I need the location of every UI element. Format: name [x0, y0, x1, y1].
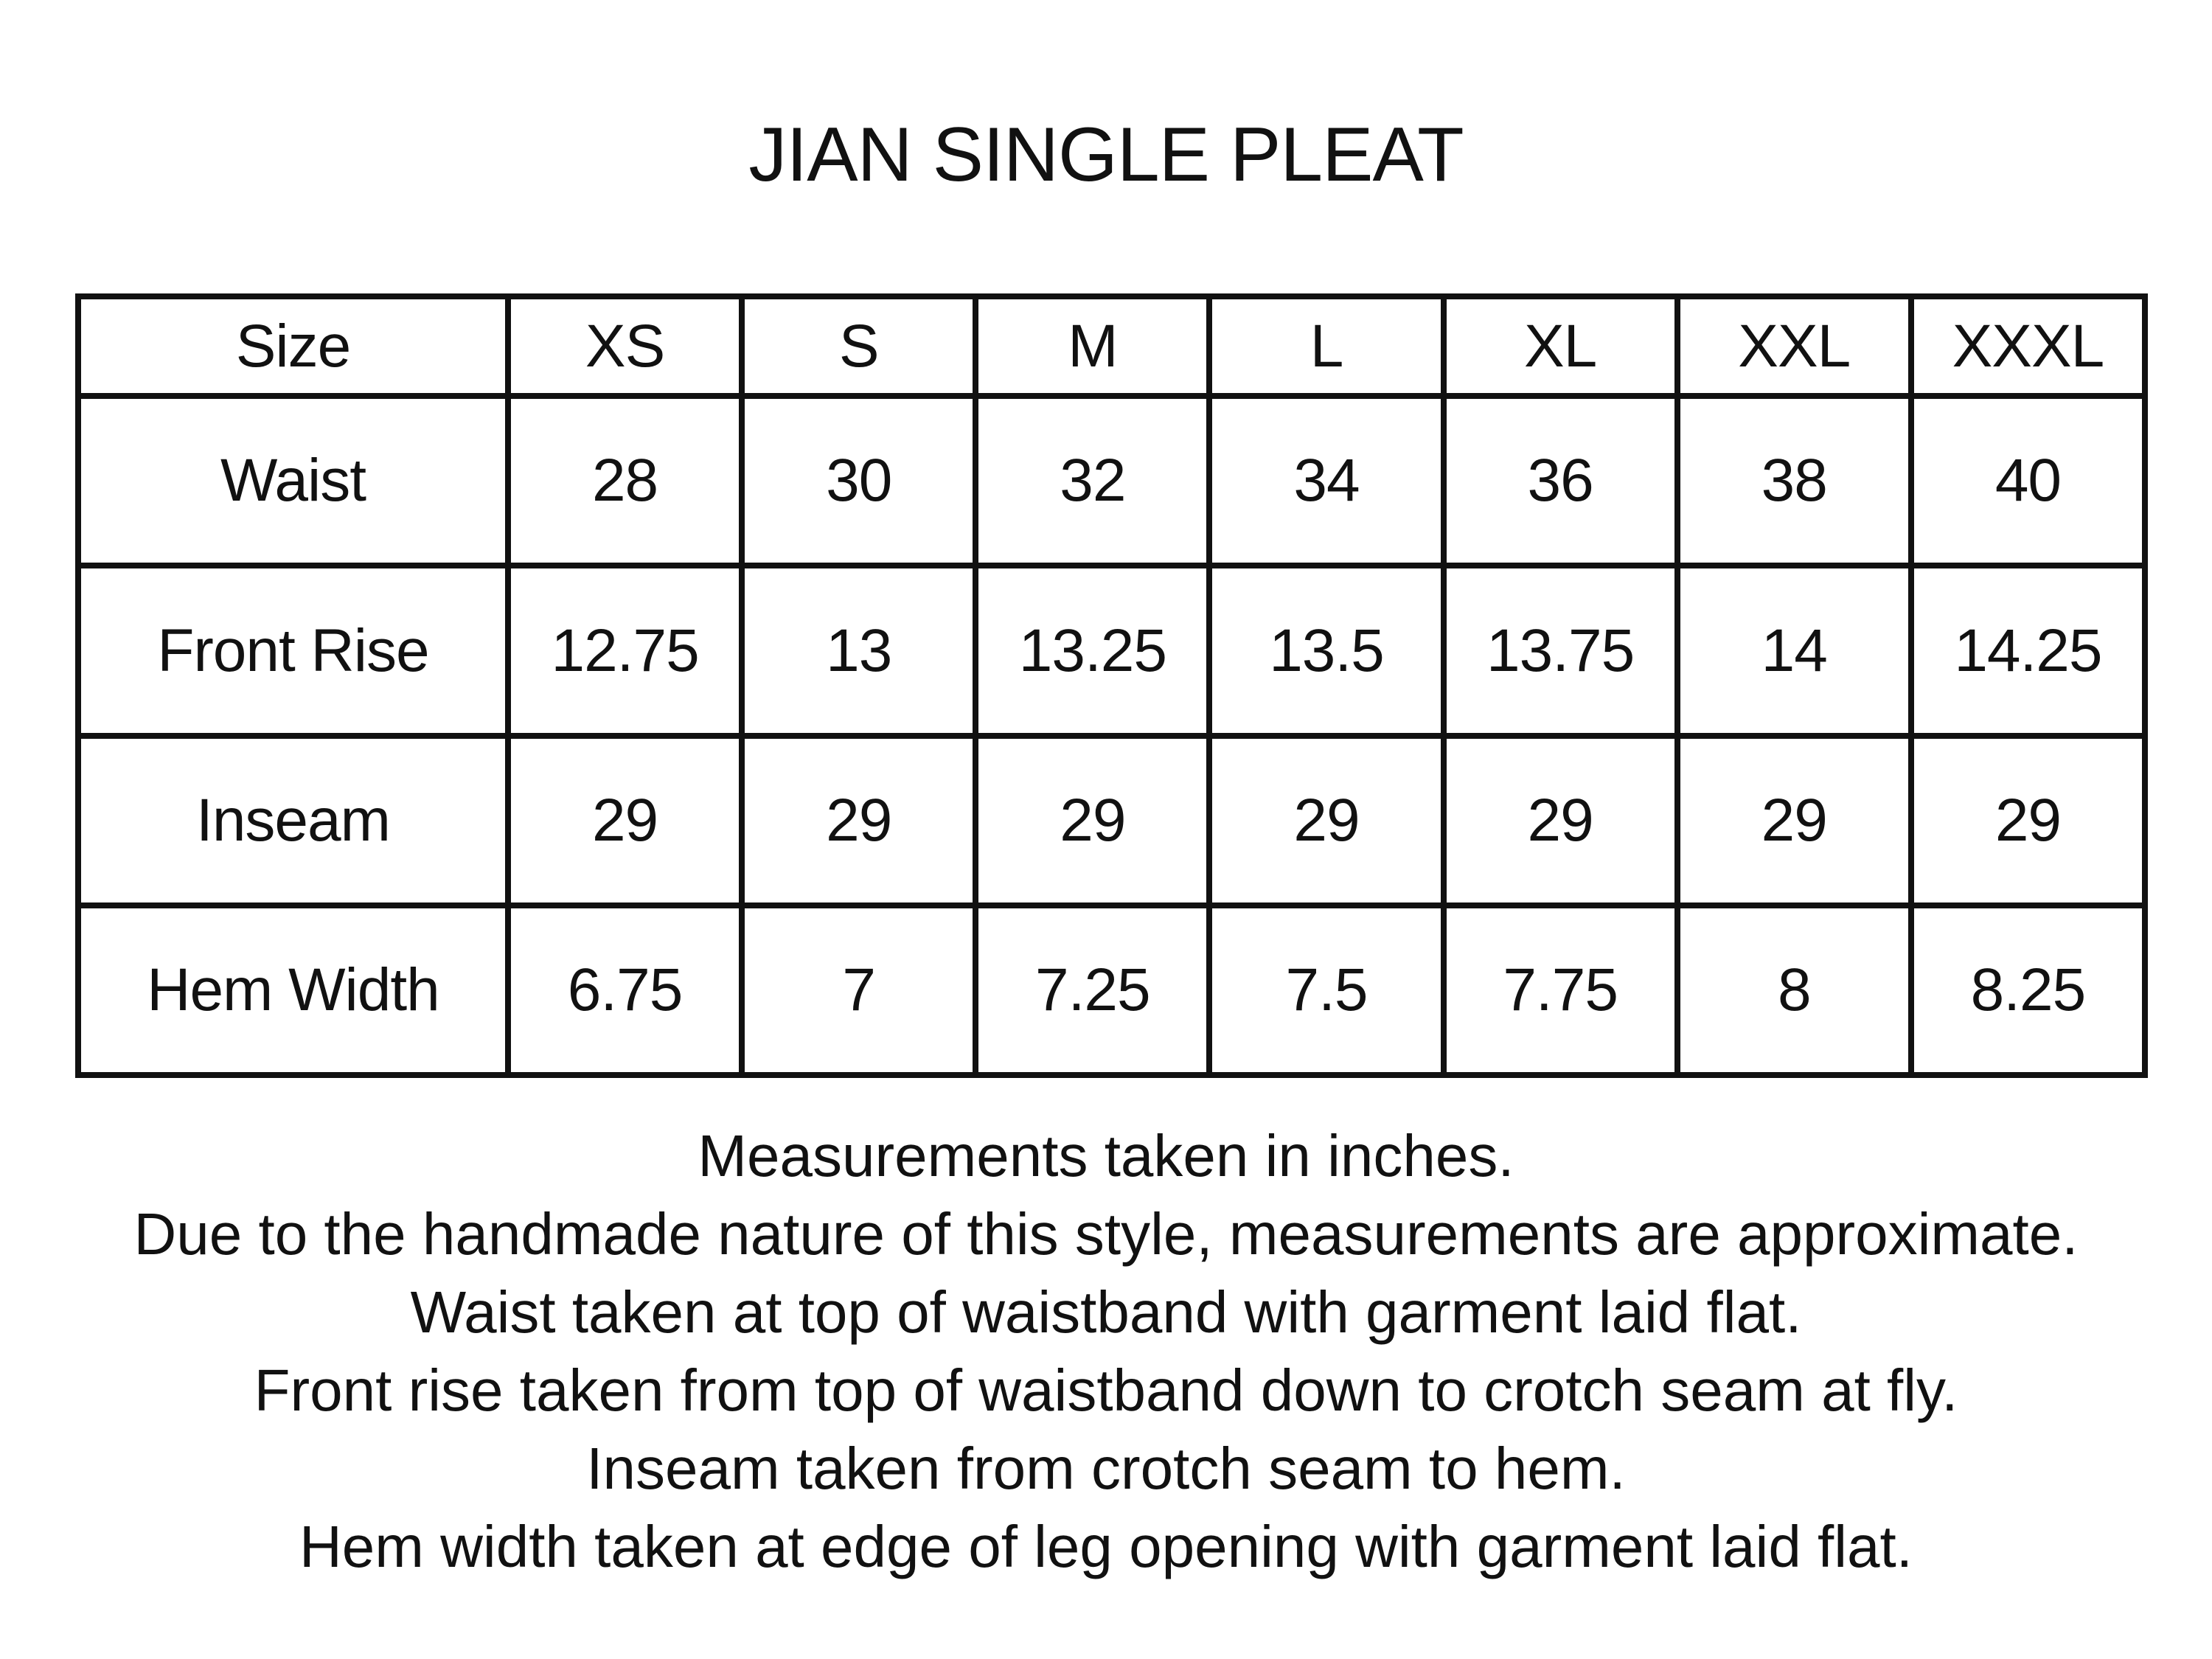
- table-cell: 29: [1440, 732, 1680, 908]
- table-cell: 8.25: [1907, 902, 2149, 1079]
- note-line: Measurements taken in inches.: [698, 1123, 1514, 1189]
- table-cell: L: [1206, 293, 1447, 400]
- table-cell: 34: [1206, 393, 1447, 569]
- table-cell: 29: [504, 732, 745, 908]
- row-label-cell: Size: [75, 293, 511, 400]
- table-row: Hem Width 6.75 7 7.25 7.5 7.75 8 8.25: [75, 902, 2149, 1079]
- table-cell: 38: [1674, 393, 1914, 569]
- table-cell: 12.75: [504, 563, 745, 739]
- table-row: Waist 28 30 32 34 36 38 40: [75, 393, 2149, 569]
- table-cell: 13: [739, 563, 979, 739]
- note-line: Inseam taken from crotch seam to hem.: [586, 1436, 1626, 1501]
- table-cell: S: [739, 293, 979, 400]
- table-cell: 29: [739, 732, 979, 908]
- table-cell: 32: [973, 393, 1213, 569]
- table-cell: 13.5: [1206, 563, 1447, 739]
- table-cell: 7.5: [1206, 902, 1447, 1079]
- table-cell: 29: [1206, 732, 1447, 908]
- note-line: Waist taken at top of waistband with gar…: [410, 1279, 1802, 1345]
- size-chart-table: Size XS S M L XL XXL XXXL Waist 28 30 32 34 36 38 40 Fro…: [75, 293, 2149, 1079]
- row-label-cell: Hem Width: [75, 902, 511, 1079]
- table-cell: 28: [504, 393, 745, 569]
- row-label-cell: Inseam: [75, 732, 511, 908]
- table-cell: XS: [504, 293, 745, 400]
- row-label-cell: Waist: [75, 393, 511, 569]
- table-cell: XL: [1440, 293, 1680, 400]
- table-row: Front Rise 12.75 13 13.25 13.5 13.75 14 14.25: [75, 563, 2149, 739]
- note-line: Front rise taken from top of waistband d…: [254, 1357, 1958, 1423]
- table-cell: 7.75: [1440, 902, 1680, 1079]
- table-cell: 40: [1907, 393, 2149, 569]
- table-cell: 29: [1674, 732, 1914, 908]
- table-cell: XXL: [1674, 293, 1914, 400]
- table-cell: 8: [1674, 902, 1914, 1079]
- row-label-cell: Front Rise: [75, 563, 511, 739]
- table-cell: 29: [1907, 732, 2149, 908]
- table-header-row: Size XS S M L XL XXL XXXL: [75, 293, 2149, 400]
- table-cell: 36: [1440, 393, 1680, 569]
- table-cell: 7: [739, 902, 979, 1079]
- table-cell: 29: [973, 732, 1213, 908]
- table-cell: 14.25: [1907, 563, 2149, 739]
- table-cell: 30: [739, 393, 979, 569]
- note-line: Due to the handmade nature of this style…: [133, 1201, 2079, 1267]
- page-title: JIAN SINGLE PLEAT: [748, 112, 1464, 198]
- table-cell: 7.25: [973, 902, 1213, 1079]
- measurement-notes: Measurements taken in inches. Due to the …: [0, 1117, 2212, 1586]
- table-cell: 14: [1674, 563, 1914, 739]
- table-cell: 13.25: [973, 563, 1213, 739]
- table-cell: XXXL: [1907, 293, 2149, 400]
- table-cell: 6.75: [504, 902, 745, 1079]
- table-cell: 13.75: [1440, 563, 1680, 739]
- table-cell: M: [973, 293, 1213, 400]
- table-row: Inseam 29 29 29 29 29 29 29: [75, 732, 2149, 908]
- note-line: Hem width taken at edge of leg opening w…: [299, 1514, 1913, 1579]
